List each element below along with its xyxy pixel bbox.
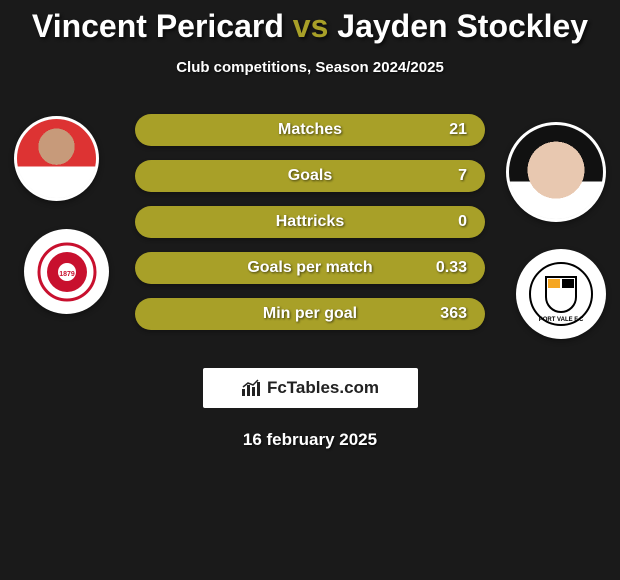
brand-text: FcTables.com [267, 378, 379, 398]
port-vale-crest-icon: PORT VALE F.C [528, 261, 594, 327]
swindon-crest-icon: 1879 [37, 242, 97, 302]
stat-bar-min-per-goal: Min per goal 363 [135, 298, 485, 330]
player2-avatar [506, 122, 606, 222]
player1-avatar [14, 116, 99, 201]
stat-value: 7 [458, 167, 467, 185]
player2-club-crest: PORT VALE F.C [516, 249, 606, 339]
svg-text:PORT VALE F.C: PORT VALE F.C [539, 317, 584, 323]
vs-text: vs [293, 8, 329, 44]
stat-bar-hattricks: Hattricks 0 [135, 206, 485, 238]
stat-label: Min per goal [263, 305, 357, 323]
brand-chart-icon [241, 379, 261, 397]
player2-name: Jayden Stockley [337, 8, 588, 44]
stat-bars: Matches 21 Goals 7 Hattricks 0 Goals per… [135, 114, 485, 330]
comparison-title: Vincent Pericard vs Jayden Stockley [0, 0, 620, 45]
stat-bar-goals: Goals 7 [135, 160, 485, 192]
stat-label: Goals per match [247, 259, 372, 277]
subtitle: Club competitions, Season 2024/2025 [0, 59, 620, 76]
stat-bar-goals-per-match: Goals per match 0.33 [135, 252, 485, 284]
player1-face-icon [17, 119, 96, 198]
brand-box[interactable]: FcTables.com [203, 368, 418, 408]
stat-bar-matches: Matches 21 [135, 114, 485, 146]
player2-face-icon [509, 125, 603, 219]
stat-value: 0.33 [436, 259, 467, 277]
comparison-content: 1879 PORT VALE F.C Matches 21 Goals 7 Ha… [0, 104, 620, 354]
date-text: 16 february 2025 [0, 430, 620, 450]
stat-label: Matches [278, 121, 342, 139]
svg-text:1879: 1879 [59, 271, 75, 278]
stat-value: 363 [440, 305, 467, 323]
stat-label: Goals [288, 167, 332, 185]
stat-value: 0 [458, 213, 467, 231]
player1-club-crest: 1879 [24, 229, 109, 314]
stat-value: 21 [449, 121, 467, 139]
player1-name: Vincent Pericard [32, 8, 284, 44]
stat-label: Hattricks [276, 213, 344, 231]
